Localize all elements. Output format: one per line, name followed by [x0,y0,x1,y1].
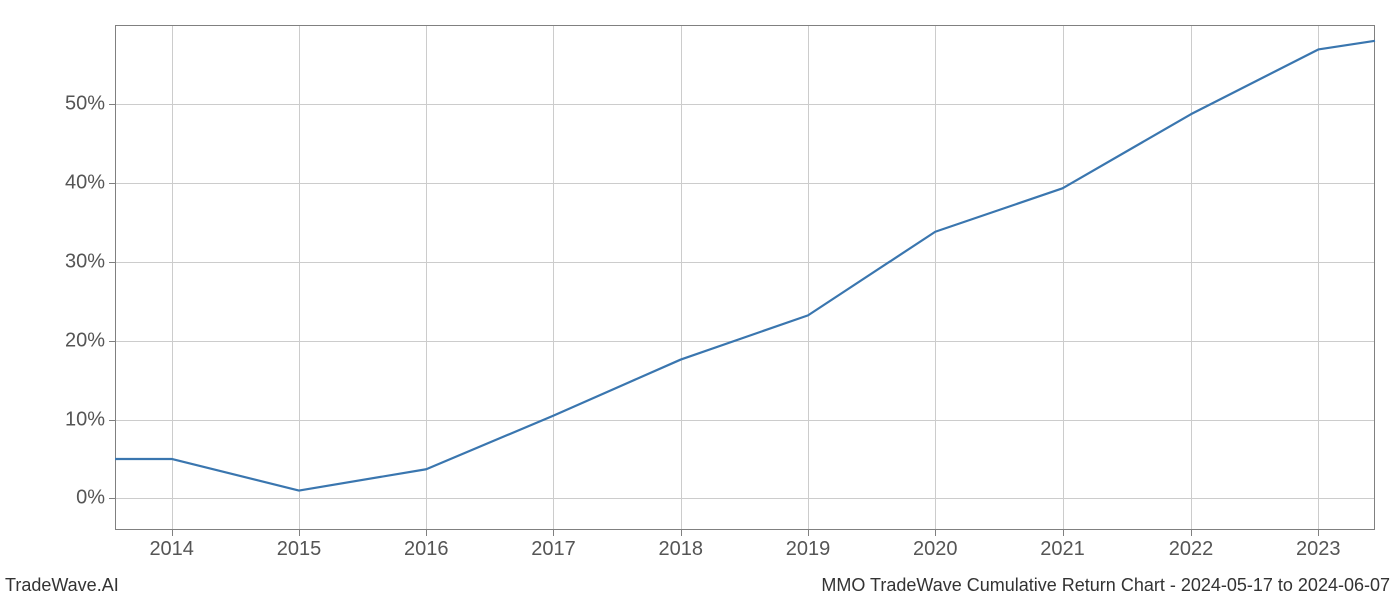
y-tick-label: 10% [60,408,105,431]
y-tick-label: 50% [60,92,105,115]
tick-mark-y [109,104,115,105]
x-tick-label: 2023 [1296,538,1341,561]
x-tick-label: 2020 [913,538,958,561]
tick-mark-x [808,530,809,536]
x-tick-label: 2014 [149,538,194,561]
x-tick-label: 2021 [1040,538,1085,561]
return-chart [0,0,1400,600]
tick-mark-x [426,530,427,536]
cumulative-return-line [115,41,1375,491]
tick-mark-x [681,530,682,536]
y-tick-label: 20% [60,329,105,352]
tick-mark-y [109,420,115,421]
x-tick-label: 2022 [1169,538,1214,561]
tick-mark-y [109,262,115,263]
x-tick-label: 2015 [277,538,322,561]
tick-mark-y [109,183,115,184]
y-tick-label: 30% [60,250,105,273]
footer-left-brand: TradeWave.AI [5,575,119,596]
tick-mark-x [172,530,173,536]
x-tick-label: 2019 [786,538,831,561]
plot-area [115,25,1375,530]
x-tick-label: 2018 [658,538,703,561]
line-series [115,25,1375,530]
y-tick-label: 0% [60,487,105,510]
tick-mark-x [1318,530,1319,536]
tick-mark-x [935,530,936,536]
x-tick-label: 2016 [404,538,449,561]
tick-mark-x [1063,530,1064,536]
y-tick-label: 40% [60,171,105,194]
footer-right-caption: MMO TradeWave Cumulative Return Chart - … [821,575,1390,596]
tick-mark-y [109,498,115,499]
tick-mark-x [1191,530,1192,536]
x-tick-label: 2017 [531,538,576,561]
tick-mark-y [109,341,115,342]
tick-mark-x [299,530,300,536]
tick-mark-x [553,530,554,536]
